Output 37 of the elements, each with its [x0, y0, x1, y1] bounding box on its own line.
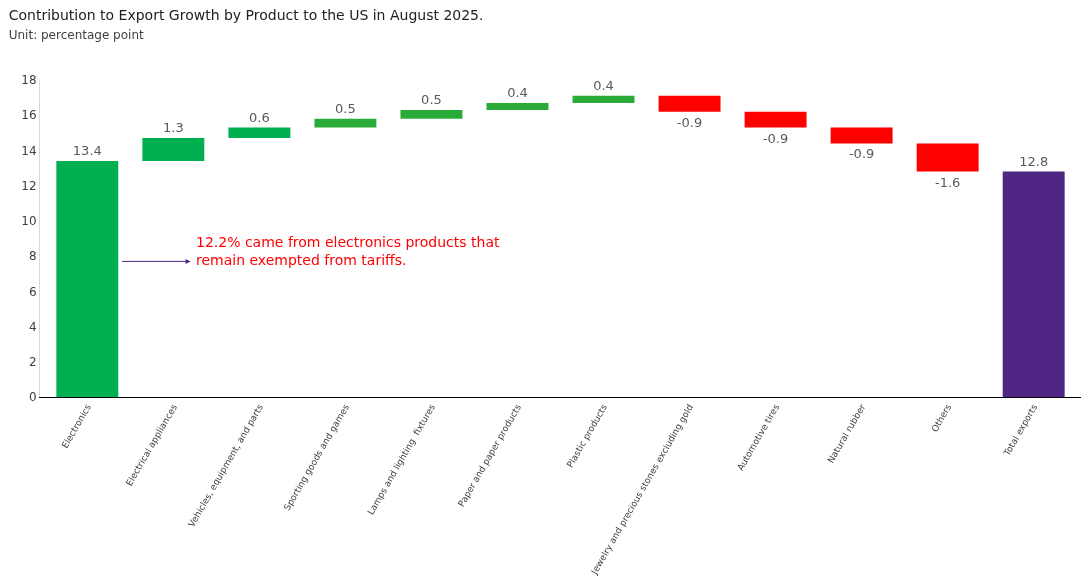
data-label: 0.6: [249, 109, 270, 125]
y-tick-label: 4: [28, 319, 37, 334]
y-tick-label: 2: [28, 354, 37, 369]
bar: [142, 138, 205, 162]
bar: [916, 143, 979, 172]
chart-subtitle: Unit: percentage point: [8, 27, 145, 42]
data-label: 0.4: [507, 84, 528, 100]
annotation: 12.2% came from electronics products that remain exempted from tariffs.: [196, 234, 500, 269]
y-tick-label: 16: [21, 108, 37, 123]
data-label: -0.9: [676, 114, 703, 130]
data-label: 0.5: [335, 100, 356, 116]
y-tick-label: 12: [21, 178, 37, 193]
y-tick-label: 14: [21, 143, 37, 158]
bar: [744, 111, 807, 128]
bar: [658, 95, 721, 112]
bar: [56, 161, 119, 397]
bar: [572, 95, 635, 103]
data-label: -1.6: [934, 174, 961, 190]
data-label: 1.3: [163, 120, 184, 136]
data-label: 0.4: [593, 77, 614, 93]
bar: [1002, 171, 1065, 397]
bar: [486, 102, 549, 110]
data-label: 0.5: [421, 91, 442, 107]
bar: [400, 109, 463, 119]
bar: [830, 127, 893, 144]
y-tick-label: 6: [28, 284, 37, 299]
y-tick-label: 10: [21, 214, 37, 229]
chart-title: Contribution to Export Growth by Product to the US in August 2025.: [8, 7, 484, 24]
bar: [228, 127, 291, 139]
data-label: -0.9: [848, 146, 875, 162]
y-tick-label: 18: [21, 73, 37, 88]
y-tick-label: 8: [28, 249, 37, 264]
data-label: 12.8: [1019, 153, 1049, 169]
data-label: 13.4: [72, 143, 102, 159]
data-label: -0.9: [762, 130, 789, 146]
y-tick-label: 0: [28, 390, 37, 405]
bar: [314, 118, 377, 128]
